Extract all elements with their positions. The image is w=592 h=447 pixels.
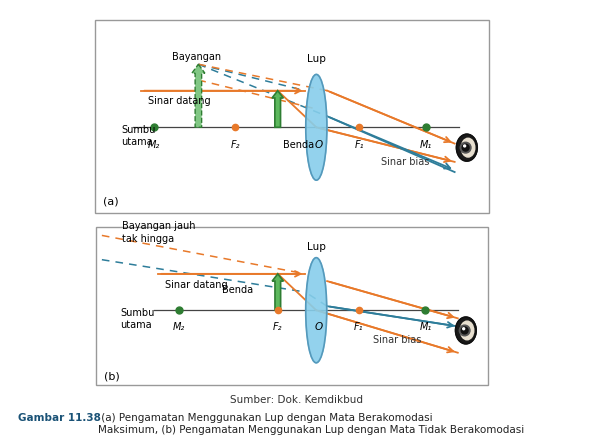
Text: O: O bbox=[314, 139, 323, 149]
Text: (a): (a) bbox=[103, 197, 118, 207]
Text: Sumbu
utama: Sumbu utama bbox=[120, 308, 155, 330]
Text: Sumbu
utama: Sumbu utama bbox=[121, 125, 156, 148]
FancyArrow shape bbox=[272, 274, 284, 310]
Circle shape bbox=[459, 325, 470, 336]
Ellipse shape bbox=[456, 134, 477, 161]
Ellipse shape bbox=[456, 317, 476, 344]
Text: Sinar datang: Sinar datang bbox=[165, 280, 227, 290]
Text: (a) Pengamatan Menggunakan Lup dengan Mata Berakomodasi
Maksimum, (b) Pengamatan: (a) Pengamatan Menggunakan Lup dengan Ma… bbox=[98, 413, 524, 435]
Text: M₁: M₁ bbox=[420, 139, 432, 149]
Text: F₁: F₁ bbox=[354, 139, 364, 149]
Circle shape bbox=[461, 327, 468, 334]
Text: Sumber: Dok. Kemdikbud: Sumber: Dok. Kemdikbud bbox=[230, 395, 362, 405]
Ellipse shape bbox=[305, 257, 327, 363]
Text: M₁: M₁ bbox=[419, 321, 432, 332]
Circle shape bbox=[464, 145, 466, 147]
Text: Sinar bias: Sinar bias bbox=[373, 334, 422, 345]
Text: O: O bbox=[314, 321, 322, 332]
Text: Benda: Benda bbox=[223, 285, 253, 295]
Text: Lup: Lup bbox=[307, 54, 326, 64]
Text: Gambar 11.38: Gambar 11.38 bbox=[18, 413, 101, 423]
Ellipse shape bbox=[461, 138, 475, 157]
Ellipse shape bbox=[461, 321, 474, 340]
Text: Lup: Lup bbox=[307, 241, 326, 252]
Text: Bayangan: Bayangan bbox=[172, 52, 221, 62]
Ellipse shape bbox=[305, 75, 327, 180]
Circle shape bbox=[460, 142, 471, 153]
Text: F₂: F₂ bbox=[230, 139, 240, 149]
Text: (b): (b) bbox=[104, 371, 120, 381]
Text: Benda: Benda bbox=[282, 140, 314, 150]
Text: M₂: M₂ bbox=[147, 139, 160, 149]
Text: M₂: M₂ bbox=[173, 321, 185, 332]
Text: F₁: F₁ bbox=[354, 321, 363, 332]
Text: Bayangan jauh
tak hingga: Bayangan jauh tak hingga bbox=[122, 221, 195, 244]
Text: Sinar datang: Sinar datang bbox=[147, 97, 210, 106]
FancyArrow shape bbox=[192, 64, 205, 127]
Text: Sinar bias: Sinar bias bbox=[381, 156, 430, 167]
Circle shape bbox=[462, 144, 469, 151]
Text: F₂: F₂ bbox=[273, 321, 282, 332]
Circle shape bbox=[463, 328, 465, 330]
FancyArrow shape bbox=[272, 91, 284, 127]
